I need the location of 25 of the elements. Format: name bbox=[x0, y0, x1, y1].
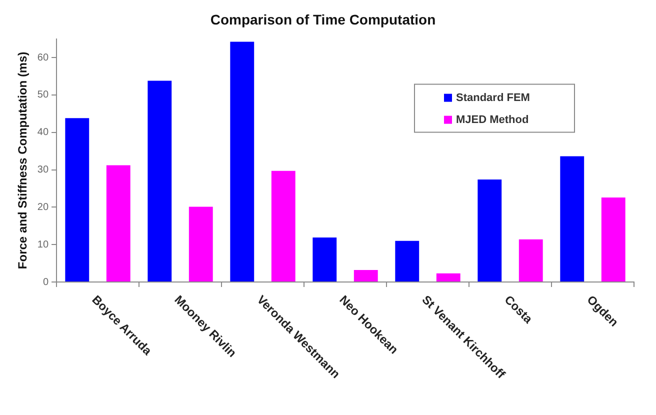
bar bbox=[230, 42, 254, 282]
y-axis-title: Force and Stiffness Computation (ms) bbox=[16, 52, 30, 270]
bar bbox=[188, 206, 213, 282]
bar bbox=[518, 239, 543, 282]
legend-label: Standard FEM bbox=[456, 92, 530, 104]
y-tick-label: 60 bbox=[37, 52, 49, 64]
bar bbox=[601, 197, 626, 282]
bar bbox=[271, 170, 296, 282]
bar bbox=[65, 118, 90, 282]
bar bbox=[560, 156, 584, 282]
bar bbox=[478, 179, 502, 282]
bar bbox=[148, 80, 172, 282]
y-tick-label: 40 bbox=[37, 127, 49, 138]
bar bbox=[354, 270, 378, 282]
bar bbox=[436, 273, 460, 282]
y-tick-label: 0 bbox=[42, 276, 49, 288]
bar bbox=[395, 240, 420, 282]
legend-label: MJED Method bbox=[456, 114, 529, 126]
y-tick-label: 10 bbox=[37, 239, 49, 250]
y-tick-label: 20 bbox=[37, 202, 49, 213]
bar bbox=[106, 165, 130, 282]
bar bbox=[312, 237, 337, 282]
y-tick-label: 30 bbox=[37, 164, 49, 176]
y-tick-label: 50 bbox=[37, 90, 49, 101]
chart-title: Comparison of Time Computation bbox=[210, 11, 436, 28]
